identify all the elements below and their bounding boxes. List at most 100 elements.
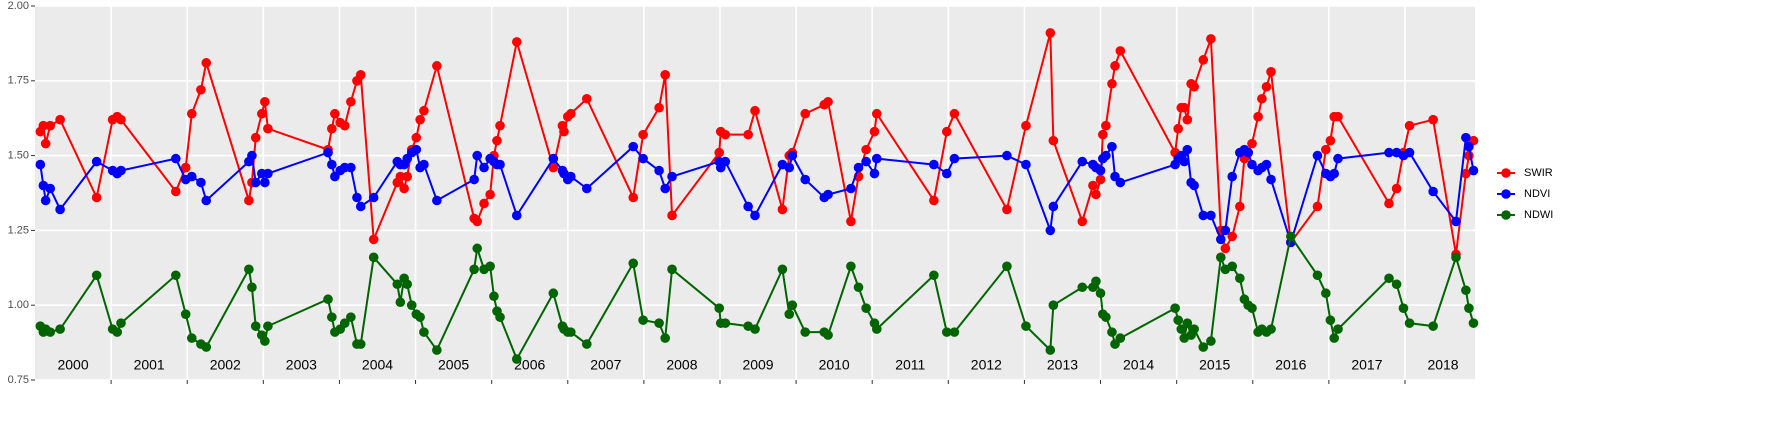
data-point: [654, 318, 664, 328]
data-point: [787, 150, 798, 161]
data-point: [1107, 327, 1117, 337]
data-point: [1461, 168, 1471, 179]
data-point: [485, 261, 495, 272]
year-label: 2003: [286, 357, 317, 373]
data-point: [638, 315, 648, 325]
data-point: [581, 339, 592, 349]
data-point: [1312, 150, 1323, 161]
data-point: [800, 174, 811, 185]
data-point: [861, 156, 871, 167]
data-point: [559, 126, 569, 137]
data-point: [1206, 336, 1216, 346]
y-tick-label: 1.75: [8, 75, 29, 87]
data-point: [263, 321, 273, 331]
data-point: [171, 270, 181, 281]
data-point: [1247, 303, 1257, 313]
data-point: [1115, 333, 1126, 343]
data-point: [743, 129, 753, 140]
data-point: [1227, 171, 1238, 182]
data-point: [485, 189, 495, 200]
data-point: [489, 291, 499, 302]
data-point: [1048, 300, 1059, 311]
data-point: [628, 258, 639, 269]
year-label: 2012: [971, 357, 1002, 373]
data-point: [1021, 120, 1031, 131]
data-point: [1048, 135, 1059, 146]
data-point: [1095, 288, 1106, 299]
data-point: [1451, 252, 1461, 263]
data-point: [402, 279, 412, 290]
data-point: [1451, 216, 1461, 227]
year-label: 2007: [590, 357, 621, 373]
data-point: [566, 108, 576, 119]
data-point: [853, 282, 864, 293]
data-point: [479, 198, 489, 209]
data-point: [1101, 120, 1111, 131]
data-point: [201, 58, 212, 68]
data-point: [327, 312, 337, 322]
year-label: 2017: [1351, 357, 1382, 373]
data-point: [472, 243, 482, 254]
data-point: [260, 177, 270, 188]
data-point: [186, 171, 197, 182]
data-point: [1045, 345, 1056, 355]
data-point: [1227, 231, 1238, 242]
year-label: 2006: [514, 357, 545, 373]
data-point: [660, 333, 670, 343]
data-point: [171, 186, 181, 197]
data-point: [823, 189, 833, 200]
data-point: [777, 204, 788, 215]
data-point: [1333, 111, 1343, 122]
year-label: 2013: [1047, 357, 1078, 373]
data-point: [415, 312, 425, 322]
data-point: [263, 123, 273, 134]
data-point: [1077, 156, 1088, 167]
data-point: [323, 147, 333, 158]
year-label: 2014: [1123, 357, 1154, 373]
data-point: [1101, 150, 1111, 161]
data-point: [784, 309, 795, 319]
data-point: [402, 171, 412, 182]
data-point: [1464, 303, 1474, 313]
data-point: [638, 153, 648, 164]
data-point: [392, 279, 403, 290]
data-point: [667, 210, 677, 221]
data-point: [1045, 225, 1056, 236]
data-point: [1091, 276, 1101, 287]
data-point: [1266, 174, 1276, 185]
data-point: [263, 168, 273, 179]
data-point: [777, 264, 788, 275]
data-point: [395, 297, 406, 308]
data-point: [355, 70, 366, 80]
data-point: [750, 210, 760, 221]
data-point: [929, 159, 939, 170]
data-point: [638, 129, 648, 140]
data-point: [1021, 159, 1031, 170]
data-point: [250, 132, 261, 143]
data-point: [55, 324, 65, 334]
data-point: [1257, 93, 1267, 104]
data-point: [472, 216, 482, 227]
data-point: [823, 96, 833, 107]
data-point: [667, 171, 677, 182]
data-point: [1182, 144, 1193, 155]
data-point: [495, 159, 505, 170]
data-point: [654, 102, 664, 113]
data-point: [1002, 204, 1012, 215]
data-point: [1098, 129, 1108, 140]
year-label: 2008: [666, 357, 697, 373]
data-point: [869, 168, 880, 179]
data-point: [1325, 135, 1336, 146]
data-point: [1461, 132, 1471, 143]
data-point: [1398, 303, 1409, 313]
data-point: [787, 300, 798, 311]
data-point: [244, 195, 254, 206]
data-point: [244, 264, 254, 275]
data-point: [1088, 180, 1098, 191]
data-point: [260, 96, 270, 107]
data-point: [1189, 324, 1199, 334]
data-point: [339, 318, 350, 328]
data-point: [1021, 321, 1031, 331]
data-point: [339, 120, 350, 131]
